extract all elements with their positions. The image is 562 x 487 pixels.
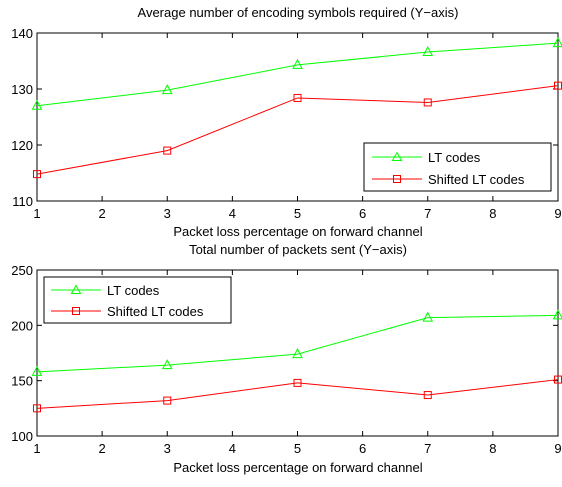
chart-bottom-x-tick-label: 3 bbox=[164, 441, 171, 456]
chart-bottom-point-lt-codes bbox=[423, 313, 432, 322]
chart-bottom-x-tick-label: 8 bbox=[489, 441, 496, 456]
chart-bottom-x-tick-label: 7 bbox=[424, 441, 431, 456]
chart-top-x-tick-label: 6 bbox=[359, 206, 366, 221]
chart-bottom-y-tick-label: 200 bbox=[11, 318, 33, 333]
chart-top-x-tick-label: 8 bbox=[489, 206, 496, 221]
chart-bottom-series-line-shifted-lt-codes bbox=[37, 380, 558, 409]
chart-top: Average number of encoding symbols requi… bbox=[11, 5, 562, 239]
chart-top-point-lt-codes bbox=[423, 47, 432, 56]
chart-top-y-tick-label: 130 bbox=[11, 82, 33, 97]
chart-top-x-tick-label: 7 bbox=[424, 206, 431, 221]
chart-bottom-x-tick-label: 5 bbox=[294, 441, 301, 456]
chart-bottom-x-tick-label: 2 bbox=[99, 441, 106, 456]
chart-top-x-tick-label: 3 bbox=[164, 206, 171, 221]
chart-top-x-tick-label: 4 bbox=[229, 206, 236, 221]
chart-bottom-legend-label-shifted: Shifted LT codes bbox=[107, 304, 204, 319]
chart-bottom-series bbox=[33, 310, 562, 411]
chart-bottom-x-tick-label: 1 bbox=[33, 441, 40, 456]
chart-bottom-x-axis-label: Packet loss percentage on forward channe… bbox=[173, 460, 422, 475]
chart-bottom-x-tick-label: 4 bbox=[229, 441, 236, 456]
chart-bottom-title: Total number of packets sent (Y−axis) bbox=[189, 242, 407, 257]
chart-top-x-tick-label: 5 bbox=[294, 206, 301, 221]
chart-top-legend: LT codes Shifted LT codes bbox=[364, 143, 551, 191]
chart-top-x-axis-label: Packet loss percentage on forward channe… bbox=[173, 224, 422, 239]
chart-top-y-tick-label: 120 bbox=[11, 138, 33, 153]
chart-bottom-legend: LT codes Shifted LT codes bbox=[44, 277, 231, 323]
chart-top-x-tick-label: 2 bbox=[99, 206, 106, 221]
chart-bottom-y-tick-label: 100 bbox=[11, 429, 33, 444]
chart-top-y-tick-label: 110 bbox=[12, 194, 33, 209]
chart-top-series-line-lt-codes bbox=[37, 43, 558, 106]
chart-bottom-series-line-lt-codes bbox=[37, 315, 558, 371]
chart-bottom: Total number of packets sent (Y−axis) 1 2… bbox=[11, 242, 562, 475]
chart-top-x-ticks: 1 2 3 4 5 6 7 8 9 bbox=[33, 33, 561, 221]
chart-bottom-y-tick-label: 250 bbox=[11, 263, 33, 278]
chart-top-x-tick-label: 1 bbox=[33, 206, 40, 221]
chart-bottom-legend-label-lt: LT codes bbox=[107, 283, 160, 298]
chart-top-title: Average number of encoding symbols requi… bbox=[138, 5, 459, 20]
chart-top-legend-label-lt: LT codes bbox=[428, 150, 481, 165]
chart-bottom-x-tick-label: 9 bbox=[554, 441, 561, 456]
chart-bottom-y-tick-label: 150 bbox=[11, 374, 33, 389]
chart-top-y-tick-label: 140 bbox=[11, 26, 33, 41]
chart-top-x-tick-label: 9 bbox=[554, 206, 561, 221]
chart-top-legend-label-shifted: Shifted LT codes bbox=[428, 172, 525, 187]
chart-bottom-x-tick-label: 6 bbox=[359, 441, 366, 456]
